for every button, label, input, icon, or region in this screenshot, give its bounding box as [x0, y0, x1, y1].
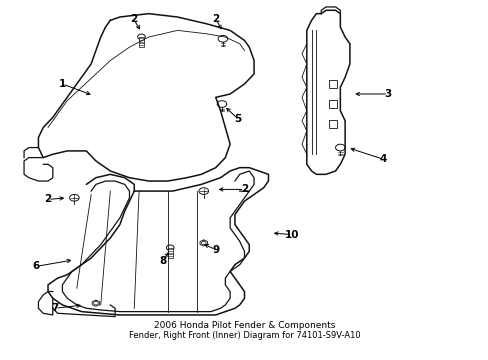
Bar	[328, 120, 337, 128]
Text: 6: 6	[32, 261, 40, 271]
Text: 9: 9	[212, 245, 219, 255]
Bar	[167, 248, 172, 258]
Text: 2: 2	[44, 194, 52, 204]
Text: Fender, Right Front (Inner) Diagram for 74101-S9V-A10: Fender, Right Front (Inner) Diagram for …	[128, 330, 360, 339]
Text: 8: 8	[159, 256, 166, 266]
Bar	[139, 37, 143, 47]
Bar	[328, 80, 337, 88]
Text: 3: 3	[384, 89, 391, 99]
Text: 1: 1	[59, 79, 66, 89]
Text: 4: 4	[379, 154, 386, 164]
Text: 2: 2	[241, 184, 247, 194]
Bar	[328, 100, 337, 108]
Text: 2006 Honda Pilot Fender & Components: 2006 Honda Pilot Fender & Components	[154, 320, 334, 329]
Text: 10: 10	[285, 230, 299, 240]
Text: 7: 7	[51, 303, 59, 313]
Text: 5: 5	[234, 114, 242, 124]
Text: 2: 2	[129, 14, 137, 24]
Text: 2: 2	[212, 14, 219, 24]
